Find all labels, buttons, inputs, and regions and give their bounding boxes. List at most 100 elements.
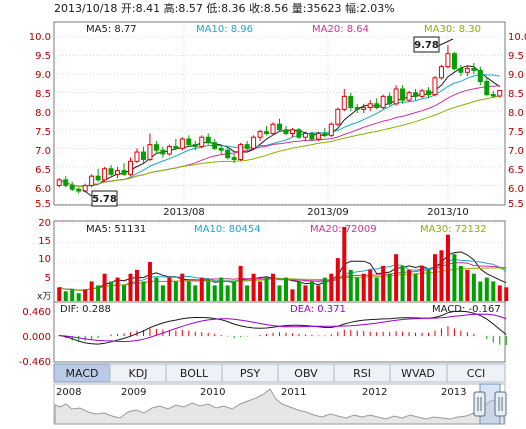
volume-ma30-line [59, 267, 507, 291]
overview-year: 2013 [441, 387, 466, 398]
volume-bar [387, 273, 392, 301]
tab-psy[interactable]: PSY [221, 363, 279, 383]
volume-ma20-legend: MA20: 72009 [310, 224, 377, 235]
candle-body [419, 90, 425, 97]
volume-bar [147, 262, 152, 301]
candle-body [451, 53, 457, 70]
volume-y-tick: 15 [38, 236, 51, 247]
candle-body [166, 145, 172, 155]
candle-body [328, 123, 334, 136]
volume-ma20-line [59, 262, 507, 291]
volume-bar [70, 289, 75, 301]
header-open-label: 开: [121, 2, 136, 15]
price-y-tick-right: 7.5 [508, 127, 524, 138]
price-y-tick: 6.5 [35, 165, 51, 176]
volume-bar [63, 291, 68, 301]
volume-bar [283, 277, 288, 301]
volume-bar [109, 281, 114, 301]
volume-bar [348, 269, 353, 301]
price-y-tick: 9.5 [35, 51, 51, 62]
tab-macd[interactable]: MACD [53, 363, 111, 383]
candle-body [173, 145, 179, 149]
candle-body [108, 168, 114, 175]
candle-body [192, 144, 198, 147]
tab-rsi[interactable]: RSI [333, 363, 391, 383]
volume-bar [420, 265, 425, 301]
candle-body [153, 144, 159, 151]
tab-obv-label: OBV [294, 367, 318, 380]
candle-body [264, 131, 270, 134]
volume-bar [102, 273, 107, 301]
tab-obv[interactable]: OBV [277, 363, 335, 383]
volume-bar [199, 277, 204, 301]
tab-cci[interactable]: CCI [446, 363, 506, 383]
candle-body [205, 136, 211, 144]
volume-bar [484, 277, 489, 301]
volume-bar [491, 281, 496, 301]
candle-body [56, 179, 62, 186]
volume-bar [432, 254, 437, 301]
candle-body [322, 132, 328, 136]
header-date: 2013/10/18 [54, 2, 117, 15]
candle-body [471, 68, 477, 71]
price-y-tick-right: 8.5 [508, 89, 524, 100]
candle-body [238, 144, 244, 160]
overview-year: 2009 [121, 387, 146, 398]
header-high-label: 高: [164, 1, 179, 15]
header-low: 8.36 [221, 2, 246, 15]
candle-body [484, 81, 490, 96]
macd-y-tick: 0.460 [22, 307, 51, 318]
candle-body [225, 149, 231, 159]
candle-body [76, 188, 82, 192]
price-y-tick-right: 9.5 [508, 51, 524, 62]
candle-body [445, 53, 451, 68]
volume-bar [478, 281, 483, 301]
header-high: 8.57 [178, 2, 203, 15]
volume-bar [458, 265, 463, 301]
overview-left-handle[interactable] [473, 391, 486, 417]
candle-body [186, 138, 192, 146]
candle-body [283, 129, 289, 134]
overview-price-line [54, 388, 505, 425]
header-volume: 35623 [307, 2, 342, 15]
price-y-axis-left: 10.0 9.5 9.0 8.5 8.0 7.5 7.0 6.5 6.0 5.5 [29, 32, 51, 210]
tab-wvad[interactable]: WVAD [389, 363, 448, 383]
overview-right-handle[interactable] [494, 391, 507, 417]
volume-bar [206, 281, 211, 301]
price-y-tick: 5.5 [35, 199, 51, 210]
max-price-marker: 9.78 [413, 36, 454, 53]
volume-bar-series [57, 226, 509, 301]
candle-body [289, 129, 295, 134]
volume-bar [186, 281, 191, 301]
candle-body [367, 103, 373, 109]
volume-bar [134, 269, 139, 301]
price-panel-frame [53, 21, 506, 206]
candle-body [199, 136, 205, 147]
macd-panel-frame [53, 301, 506, 363]
candle-body [276, 123, 283, 131]
volume-y-tick: 20 [38, 218, 51, 229]
macd-dif-legend: DIF: 0.288 [60, 304, 111, 315]
price-ma10-line [59, 73, 500, 187]
overview-navigator[interactable]: 2008 2009 2010 2011 2012 2013 [53, 383, 507, 425]
candle-body [102, 168, 108, 181]
header-change-label: 幅: [345, 2, 360, 15]
tab-boll[interactable]: BOLL [165, 363, 223, 383]
volume-bar [76, 293, 81, 301]
candle-body [425, 90, 432, 96]
tab-kdj[interactable]: KDJ [109, 363, 167, 383]
candle-body [257, 131, 263, 138]
candle-body [438, 66, 444, 79]
volume-bar [290, 289, 295, 301]
macd-y-axis: 0.460 0.000 -0.460 [19, 307, 51, 368]
volume-bar [400, 265, 405, 301]
price-y-tick-right: 9.0 [508, 70, 524, 81]
candle-body [89, 175, 95, 186]
candle-body [309, 132, 315, 140]
price-y-axis-right: 10.0 9.5 9.0 8.5 8.0 7.5 7.0 6.5 6.0 5.5 [508, 32, 526, 210]
volume-bar [504, 287, 509, 301]
volume-bar [316, 285, 321, 301]
price-y-tick-right: 7.0 [508, 146, 524, 157]
volume-bar [232, 281, 237, 301]
volume-bar [309, 281, 314, 301]
